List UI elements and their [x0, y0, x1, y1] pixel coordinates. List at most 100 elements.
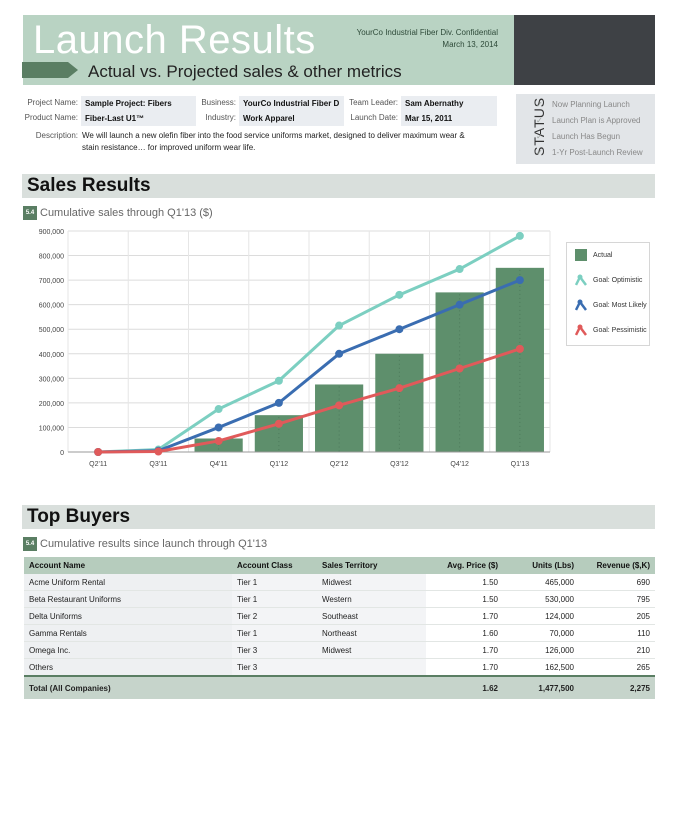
table-cell: Beta Restaurant Uniforms	[24, 590, 232, 608]
series-point	[214, 423, 223, 432]
team-leader-value: Sam Abernathy	[401, 96, 497, 111]
bar	[495, 267, 544, 452]
table-cell: Tier 1	[232, 574, 317, 591]
series-line	[98, 278, 521, 454]
sales-subtitle: Cumulative sales through Q1'13 ($)	[40, 207, 213, 219]
series-point	[214, 436, 223, 445]
table-cell: 110	[579, 624, 655, 642]
sales-chart: 0 100,000 200,000 300,000 400,000 500,000 600,…	[39, 229, 551, 468]
x-tick-label: Q2'11	[89, 461, 107, 468]
table-cell: Acme Uniform Rental	[24, 574, 232, 591]
buyers-table: Account Name Account Class Sales Territo…	[24, 557, 655, 699]
table-cell	[317, 675, 426, 699]
table-row: Gamma Rentals Tier 1 Northeast 1.60 70,000 11…	[24, 624, 655, 642]
sales-badge: 5.4	[23, 206, 37, 220]
table-cell: 1,477,500	[503, 675, 579, 699]
table-cell: 690	[579, 574, 655, 591]
sales-section-title: Sales Results	[27, 175, 151, 196]
series-point	[395, 290, 404, 299]
x-tick-label: Q4'11	[210, 461, 228, 468]
buyers-badge: 5.4	[23, 537, 37, 551]
y-tick-label: 0	[60, 450, 64, 457]
series-point	[515, 231, 524, 240]
series-point	[455, 265, 464, 274]
table-cell: Omega Inc.	[24, 641, 232, 659]
table-row: Others Tier 3 1.70 162,500 265	[24, 658, 655, 677]
table-cell: 2,275	[579, 675, 655, 699]
status-item: ✓ Now Planning Launch	[536, 99, 630, 111]
header-banner	[23, 15, 514, 85]
series-point	[335, 349, 344, 358]
y-tick-label: 100,000	[39, 425, 64, 432]
line-marker-icon	[575, 299, 587, 311]
table-cell: Midwest	[317, 574, 426, 591]
table-cell: 530,000	[503, 590, 579, 608]
legend-label: Goal: Most Likely	[593, 301, 647, 309]
y-tick-label: 400,000	[39, 352, 64, 359]
y-tick-label: 300,000	[39, 376, 64, 383]
series-line	[98, 234, 521, 454]
table-cell: Others	[24, 658, 232, 677]
legend-label: Actual	[593, 251, 613, 259]
column-header: Units (Lbs)	[503, 557, 579, 574]
description-text: We will launch a new olefin fiber into t…	[82, 131, 465, 152]
table-cell: 1.70	[426, 658, 503, 677]
series-point	[515, 276, 524, 285]
table-cell: 162,500	[503, 658, 579, 677]
series-point	[395, 325, 404, 334]
sales-section-bar	[22, 174, 655, 198]
buyers-subtitle: Cumulative results since launch through …	[40, 538, 268, 550]
column-header: Account Class	[232, 557, 317, 574]
line-marker-icon	[575, 274, 587, 286]
table-cell: Northeast	[317, 624, 426, 642]
table-cell: 1.50	[426, 574, 503, 591]
series-line	[98, 347, 521, 454]
series-point	[214, 405, 223, 414]
series-point	[274, 376, 283, 385]
series-point	[455, 300, 464, 309]
buyers-section-bar	[22, 505, 655, 529]
line-marker-icon	[575, 324, 587, 336]
y-tick-label: 900,000	[39, 229, 64, 236]
table-cell: Midwest	[317, 641, 426, 659]
legend-item: Goal: Most Likely	[575, 299, 647, 312]
table-cell: Gamma Rentals	[24, 624, 232, 642]
status-item: ✓ 1-Yr Post-Launch Review	[536, 147, 643, 159]
legend-item: Goal: Pessimistic	[575, 324, 647, 337]
bar	[315, 384, 364, 452]
launch-date-value: Mar 15, 2011	[401, 111, 497, 126]
series-point	[154, 447, 163, 456]
table-cell: Delta Uniforms	[24, 607, 232, 625]
status-item-label: Launch Plan is Approved	[552, 116, 641, 125]
x-tick-label: Q3'11	[149, 461, 167, 468]
legend-item: Actual	[575, 249, 612, 262]
table-cell: 265	[579, 658, 655, 677]
description-label: Description:	[35, 131, 78, 140]
y-tick-label: 200,000	[39, 401, 64, 408]
table-row: Delta Uniforms Tier 2 Southeast 1.70 124,000…	[24, 607, 655, 625]
x-tick-label: Q1'13	[511, 461, 530, 468]
legend-item: Goal: Optimistic	[575, 274, 642, 287]
table-cell: Tier 3	[232, 641, 317, 659]
table-row: Omega Inc. Tier 3 Midwest 1.70 126,000 210	[24, 641, 655, 659]
status-item-label: Now Planning Launch	[552, 100, 630, 109]
check-icon: ✓	[536, 132, 543, 141]
table-cell: 1.70	[426, 641, 503, 659]
status-item-label: Launch Has Begun	[552, 132, 621, 141]
product-name-label: Product Name:	[24, 113, 78, 122]
status-item: ✓ Launch Plan is Approved	[536, 115, 641, 127]
status-item-label: 1-Yr Post-Launch Review	[552, 148, 643, 157]
table-cell	[317, 658, 426, 677]
series-point	[94, 448, 103, 456]
chart-legend: Actual Goal: Optimistic Goal: Most Likel…	[566, 242, 650, 346]
confidential-note: YourCo Industrial Fiber Div. Confidentia…	[300, 27, 498, 51]
table-cell: Total (All Companies)	[24, 675, 232, 699]
business-label: Business:	[201, 98, 236, 107]
table-cell: Southeast	[317, 607, 426, 625]
industry-label: Industry:	[205, 113, 236, 122]
series-point	[395, 384, 404, 393]
table-cell: Western	[317, 590, 426, 608]
series-point	[455, 364, 464, 373]
y-tick-label: 500,000	[39, 327, 64, 334]
column-header: Account Name	[24, 557, 232, 574]
